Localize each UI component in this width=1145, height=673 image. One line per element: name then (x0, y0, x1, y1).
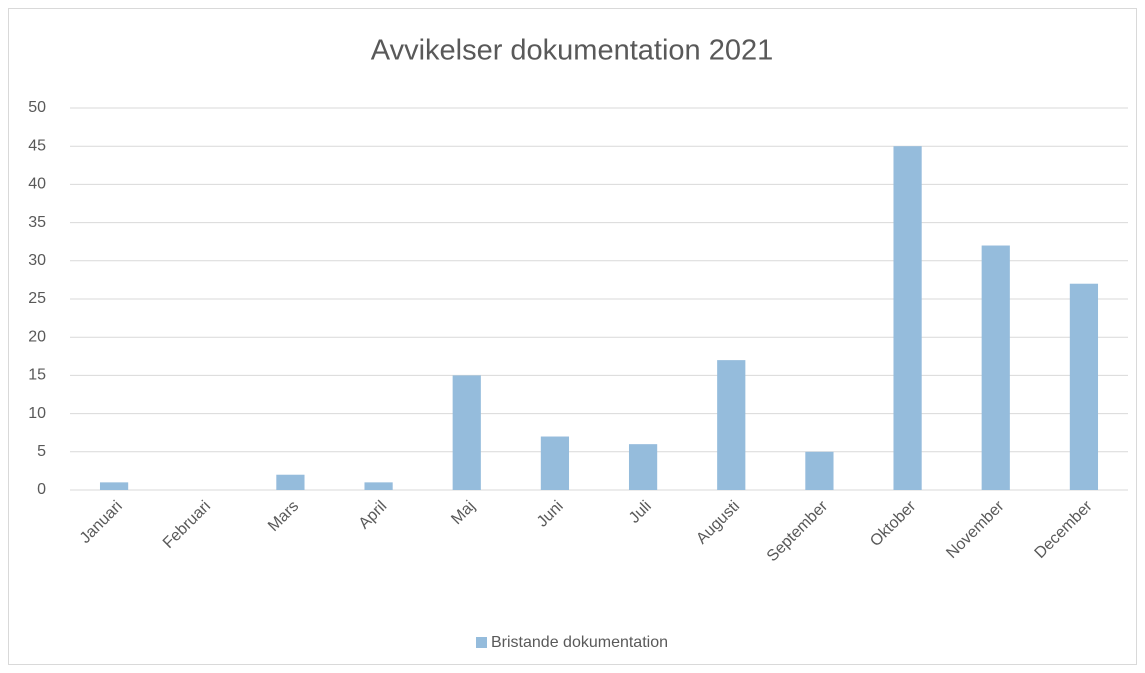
chart-title: Avvikelser dokumentation 2021 (371, 35, 774, 67)
y-tick-label: 5 (37, 443, 46, 460)
chart-frame (8, 8, 1137, 665)
y-tick-label: 0 (37, 481, 46, 498)
bar (276, 474, 305, 490)
bar (99, 482, 129, 490)
y-tick-label: 45 (28, 137, 46, 154)
bar (981, 245, 1010, 490)
bar (717, 360, 746, 490)
bar (452, 375, 481, 490)
bar (364, 482, 393, 490)
bar (893, 146, 922, 490)
legend-label: Bristande dokumentation (491, 634, 668, 651)
legend-swatch (476, 637, 487, 648)
bar (1069, 283, 1099, 490)
y-tick-label: 15 (28, 367, 46, 384)
y-tick-label: 30 (28, 252, 46, 269)
bar (628, 444, 658, 490)
y-tick-label: 35 (28, 214, 46, 231)
y-tick-label: 10 (28, 405, 46, 422)
y-tick-label: 40 (28, 176, 46, 193)
y-tick-label: 25 (28, 290, 46, 307)
y-tick-label: 20 (28, 328, 46, 345)
bar (540, 436, 570, 490)
y-tick-label: 50 (28, 99, 46, 116)
bar (805, 451, 834, 490)
